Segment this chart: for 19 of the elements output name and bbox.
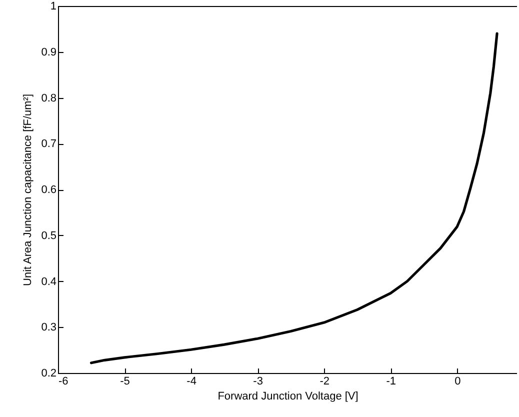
- y-tick-label: 0.3: [41, 322, 56, 334]
- x-tick-label: -1: [386, 376, 396, 388]
- x-tick-label: -5: [120, 376, 130, 388]
- y-axis-title: Unit Area Junction capacitance [fF/um²]: [22, 94, 34, 286]
- y-tick-label: 1: [50, 0, 56, 12]
- y-tick-label: 0.9: [41, 46, 56, 58]
- y-tick-label: 0.2: [41, 368, 56, 380]
- x-tick-label: -4: [186, 376, 196, 388]
- x-tick-label: 0: [454, 376, 461, 388]
- y-tick-label: 0.5: [41, 230, 56, 242]
- x-tick-label: -2: [320, 376, 330, 388]
- line-series: [90, 32, 498, 364]
- y-tick-label: 0.4: [41, 276, 56, 288]
- y-tick-label: 0.6: [41, 184, 56, 196]
- y-tick-label: 0.7: [41, 138, 56, 150]
- y-tick-label: 0.8: [41, 92, 56, 104]
- x-tick-label: -3: [253, 376, 263, 388]
- x-axis-title: Forward Junction Voltage [V]: [218, 390, 358, 402]
- x-tick-label: -6: [58, 376, 68, 388]
